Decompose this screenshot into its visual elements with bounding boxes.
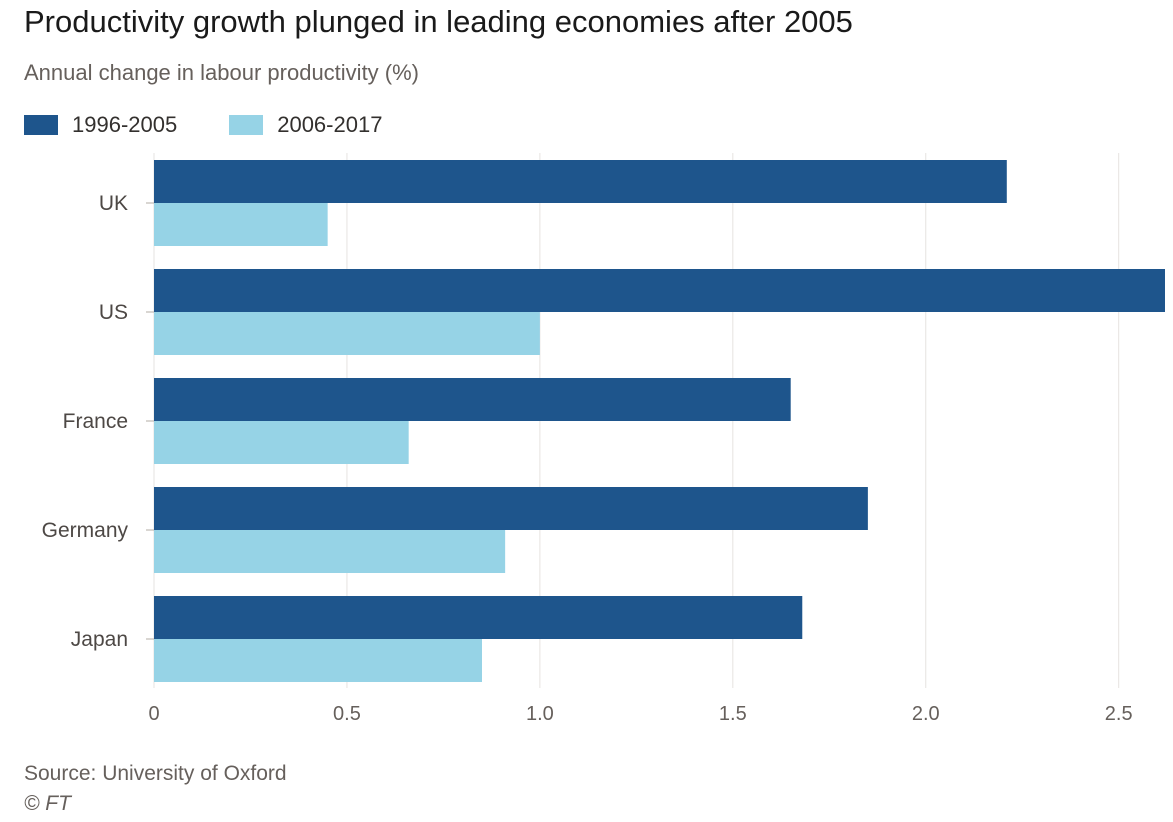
chart-title: Productivity growth plunged in leading e… <box>24 4 853 39</box>
source-note: Source: University of Oxford <box>24 762 287 785</box>
bar <box>154 160 1007 203</box>
bar <box>154 203 328 246</box>
legend-label-series-2: 2006-2017 <box>277 112 383 137</box>
legend-item-series-2: 2006-2017 <box>229 112 382 138</box>
copyright-credit: © FT <box>24 792 71 815</box>
bar <box>154 312 540 355</box>
x-tick-label: 1.0 <box>526 703 554 725</box>
category-label: Japan <box>71 628 128 651</box>
bar <box>154 269 1165 312</box>
legend-swatch-series-1 <box>24 115 58 135</box>
bar <box>154 639 482 682</box>
x-tick-label: 1.5 <box>719 703 747 725</box>
bar <box>154 530 506 573</box>
x-tick-label: 2.0 <box>912 703 940 725</box>
category-label: US <box>99 301 128 324</box>
bar <box>154 596 803 639</box>
category-label: France <box>63 410 128 433</box>
category-label: Germany <box>42 519 129 542</box>
bar <box>154 378 791 421</box>
legend-swatch-series-2 <box>229 115 264 135</box>
chart-subtitle: Annual change in labour productivity (%) <box>24 60 420 85</box>
x-tick-label: 0.5 <box>333 703 361 725</box>
category-label: UK <box>99 192 128 215</box>
legend-label-series-1: 1996-2005 <box>72 112 178 137</box>
x-tick-label: 0 <box>148 703 159 725</box>
bar <box>154 421 409 464</box>
x-tick-label: 2.5 <box>1105 703 1133 725</box>
legend: 1996-2005 2006-2017 <box>24 112 434 138</box>
bar <box>154 487 868 530</box>
legend-item-series-1: 1996-2005 <box>24 112 177 138</box>
